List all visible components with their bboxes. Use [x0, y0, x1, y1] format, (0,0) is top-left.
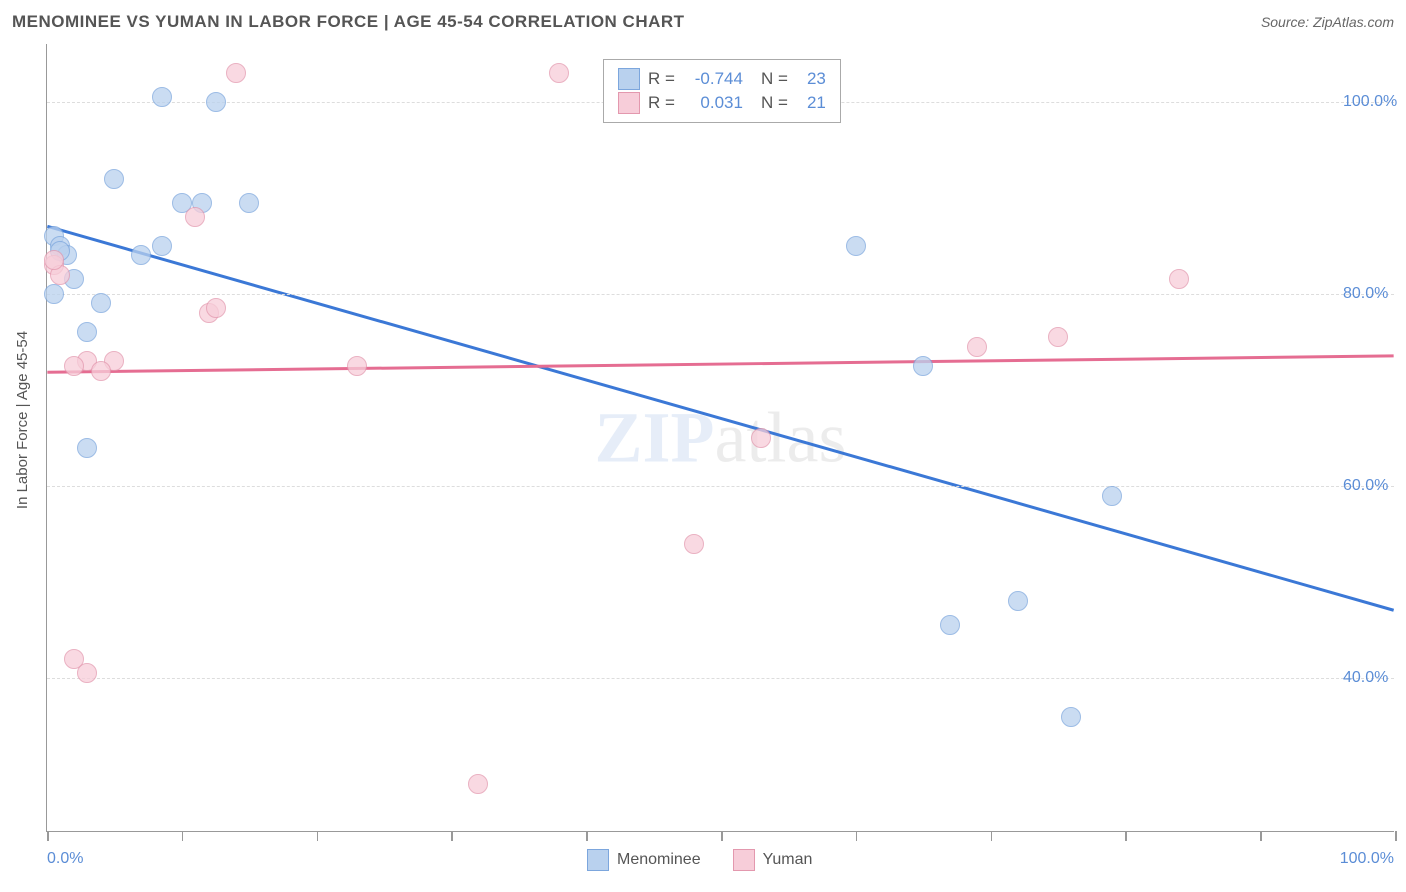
data-point: [1169, 269, 1189, 289]
legend-label: Menominee: [617, 851, 701, 869]
x-tick: [451, 831, 453, 841]
y-tick-label: 100.0%: [1343, 93, 1397, 111]
r-value: -0.744: [683, 69, 743, 89]
n-label: N =: [761, 93, 788, 113]
data-point: [846, 236, 866, 256]
x-tick: [856, 831, 858, 841]
x-tick: [317, 831, 319, 841]
y-axis-label: In Labor Force | Age 45-54: [14, 331, 31, 509]
data-point: [206, 92, 226, 112]
data-point: [206, 298, 226, 318]
n-value: 21: [796, 93, 826, 113]
gridline: [47, 678, 1394, 679]
r-value: 0.031: [683, 93, 743, 113]
data-point: [913, 356, 933, 376]
data-point: [64, 356, 84, 376]
correlation-stats-box: R = -0.744 N = 23 R = 0.031 N = 21: [603, 59, 841, 123]
r-label: R =: [648, 69, 675, 89]
data-point: [549, 63, 569, 83]
data-point: [684, 534, 704, 554]
data-point: [1061, 707, 1081, 727]
data-point: [77, 322, 97, 342]
x-tick: [182, 831, 184, 841]
data-point: [185, 207, 205, 227]
trendlines-svg: [47, 44, 1394, 831]
x-tick-label: 0.0%: [47, 850, 83, 868]
data-point: [226, 63, 246, 83]
legend: Menominee Yuman: [587, 849, 836, 871]
n-value: 23: [796, 69, 826, 89]
data-point: [44, 250, 64, 270]
y-tick-label: 80.0%: [1343, 285, 1388, 303]
x-tick: [1125, 831, 1127, 841]
scatter-plot-area: ZIPatlas 40.0%60.0%80.0%100.0%0.0%100.0%…: [46, 44, 1394, 832]
gridline: [47, 486, 1394, 487]
legend-swatch: [733, 849, 755, 871]
r-label: R =: [648, 93, 675, 113]
data-point: [91, 361, 111, 381]
x-tick: [586, 831, 588, 841]
data-point: [152, 236, 172, 256]
stats-row: R = -0.744 N = 23: [618, 68, 826, 90]
trendline: [47, 226, 1393, 610]
data-point: [967, 337, 987, 357]
trendline: [47, 356, 1393, 372]
data-point: [1048, 327, 1068, 347]
legend-swatch: [587, 849, 609, 871]
chart-title: MENOMINEE VS YUMAN IN LABOR FORCE | AGE …: [12, 12, 685, 32]
x-tick: [721, 831, 723, 841]
watermark: ZIPatlas: [595, 396, 847, 479]
data-point: [1008, 591, 1028, 611]
source-attribution: Source: ZipAtlas.com: [1261, 14, 1394, 30]
stats-row: R = 0.031 N = 21: [618, 92, 826, 114]
data-point: [77, 663, 97, 683]
series-swatch: [618, 68, 640, 90]
gridline: [47, 294, 1394, 295]
y-tick-label: 60.0%: [1343, 477, 1388, 495]
data-point: [91, 293, 111, 313]
data-point: [44, 284, 64, 304]
data-point: [940, 615, 960, 635]
x-tick: [47, 831, 49, 841]
data-point: [347, 356, 367, 376]
data-point: [468, 774, 488, 794]
y-tick-label: 40.0%: [1343, 669, 1388, 687]
data-point: [77, 438, 97, 458]
x-tick-label: 100.0%: [1340, 850, 1394, 868]
data-point: [239, 193, 259, 213]
legend-label: Yuman: [763, 851, 813, 869]
data-point: [751, 428, 771, 448]
n-label: N =: [761, 69, 788, 89]
x-tick: [1395, 831, 1397, 841]
data-point: [1102, 486, 1122, 506]
data-point: [131, 245, 151, 265]
data-point: [104, 169, 124, 189]
x-tick: [1260, 831, 1262, 841]
data-point: [152, 87, 172, 107]
series-swatch: [618, 92, 640, 114]
x-tick: [991, 831, 993, 841]
